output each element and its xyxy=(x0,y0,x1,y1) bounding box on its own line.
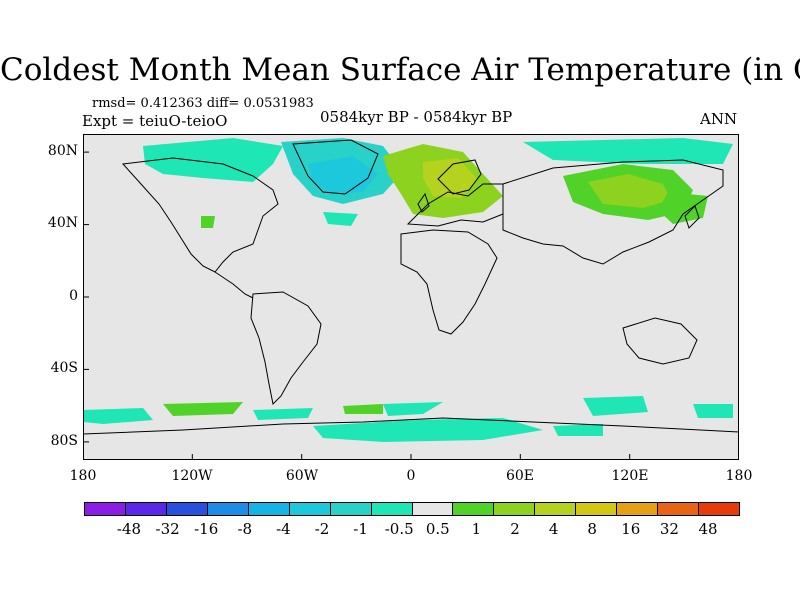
colorbar-swatch-6 xyxy=(289,503,331,515)
colorbar-label-15: 32 xyxy=(659,520,679,538)
colorbar-label-5: -4 xyxy=(276,520,291,538)
coast-australia xyxy=(622,317,698,365)
colorbar-label-8: -0.5 xyxy=(384,520,414,538)
temperature-map xyxy=(83,134,740,460)
colorbar-swatch-13 xyxy=(576,503,618,515)
patch-antarctic-coast-cool xyxy=(313,418,543,442)
x-label-0: 0 xyxy=(406,468,416,484)
colorbar-swatch-14 xyxy=(617,503,659,515)
anomaly-patches xyxy=(83,138,733,442)
colorbar-swatch-4 xyxy=(207,503,249,515)
patch-southern-ocean-cool-3 xyxy=(383,402,443,416)
colorbar-label-1: -48 xyxy=(116,520,142,538)
patch-greenland-core-cool xyxy=(308,156,378,194)
patch-southern-ocean-warm-2 xyxy=(343,404,383,414)
axis-ticks xyxy=(83,151,631,460)
colorbar-swatch-1 xyxy=(85,503,126,515)
colorbar-label-3: -16 xyxy=(194,520,219,538)
colorbar-label-6: -2 xyxy=(314,520,330,538)
colorbar-swatch-2 xyxy=(125,503,167,515)
period-label: 0584kyr BP - 0584kyr BP xyxy=(320,108,513,126)
colorbar-swatch-11 xyxy=(494,503,536,515)
colorbar-swatch-10 xyxy=(453,503,495,515)
season-label: ANN xyxy=(700,110,738,128)
colorbar-label-10: 1 xyxy=(471,520,482,538)
stats-label: rmsd= 0.412363 diff= 0.0531983 xyxy=(92,96,314,111)
x-label-60e: 60E xyxy=(505,468,535,484)
colorbar-swatch-12 xyxy=(535,503,577,515)
plot-title: Coldest Month Mean Surface Air Temperatu… xyxy=(0,52,800,88)
coast-greenland xyxy=(292,139,379,195)
x-label-60w: 60W xyxy=(285,468,319,484)
patch-siberia-cool xyxy=(523,138,733,164)
coast-south-america xyxy=(250,291,322,406)
x-label-180e: 180 xyxy=(725,468,753,484)
coast-uk xyxy=(417,192,430,213)
patch-arctic-canada-cool xyxy=(143,138,283,182)
experiment-label: Expt = teiuO-teioO xyxy=(82,112,228,130)
y-label-80n: 80N xyxy=(47,143,78,159)
colorbar-swatch-15 xyxy=(658,503,700,515)
coast-japan xyxy=(684,205,700,229)
coast-north-america xyxy=(121,157,279,273)
colorbar-label-16: 48 xyxy=(698,520,718,538)
patch-southern-ocean-cool-4 xyxy=(583,396,648,416)
patch-antarctic-coast-cool-east xyxy=(553,424,603,436)
patch-southern-ocean-cool-1 xyxy=(83,408,153,424)
patch-southern-ocean-warm xyxy=(163,402,243,416)
colorbar-swatch-7 xyxy=(330,503,372,515)
coast-central-america xyxy=(214,271,254,299)
colorbar-swatch-5 xyxy=(248,503,290,515)
patch-n-america-warm xyxy=(201,216,215,228)
coast-antarctica xyxy=(83,417,740,435)
colorbar-swatch-3 xyxy=(166,503,208,515)
x-label-180w: 180 xyxy=(69,468,97,484)
colorbar-label-14: 16 xyxy=(621,520,641,538)
colorbar-label-2: -32 xyxy=(155,520,180,538)
patch-southern-ocean-cool-5 xyxy=(693,404,733,418)
x-label-120w: 120W xyxy=(171,468,213,484)
colorbar-swatch-8 xyxy=(371,503,413,515)
y-label-0: 0 xyxy=(69,288,78,304)
y-label-40n: 40N xyxy=(47,215,78,231)
colorbar-label-11: 2 xyxy=(510,520,520,538)
colorbar-label-13: 8 xyxy=(587,520,597,538)
colorbar xyxy=(84,502,740,516)
colorbar-swatch-9 xyxy=(412,503,454,515)
colorbar-label-9: 0.5 xyxy=(425,520,450,538)
patch-east-asia-core-warm xyxy=(588,174,671,208)
colorbar-label-4: -8 xyxy=(237,520,253,538)
patch-southern-ocean-cool-2 xyxy=(253,408,313,420)
y-label-80s: 80S xyxy=(50,433,78,449)
colorbar-swatch-16 xyxy=(699,503,739,515)
coast-asia xyxy=(502,159,724,265)
y-label-40s: 40S xyxy=(50,360,78,376)
coast-africa xyxy=(400,229,498,335)
patch-europe-core-warm xyxy=(423,158,478,198)
coastlines xyxy=(83,139,740,435)
patch-nw-pacific-warm xyxy=(658,192,708,224)
colorbar-label-12: 4 xyxy=(548,520,559,538)
coast-scandinavia xyxy=(437,159,482,195)
colorbar-label-7: -1 xyxy=(353,520,368,538)
x-label-120e: 120E xyxy=(611,468,649,484)
patch-n-atlantic-cool xyxy=(323,212,358,226)
